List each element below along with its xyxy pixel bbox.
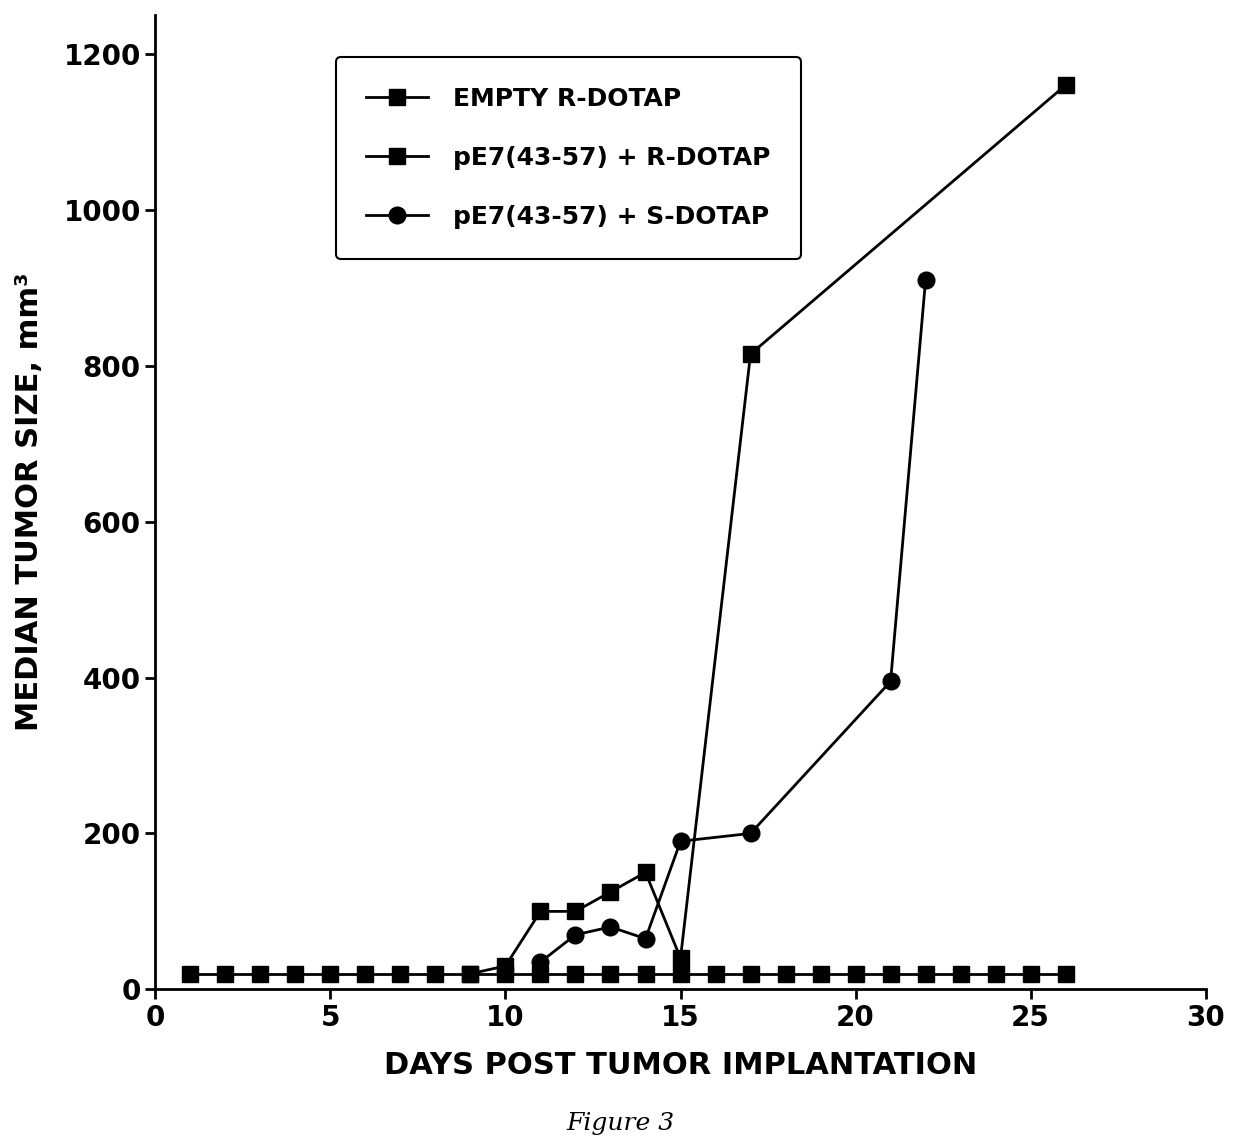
- EMPTY R-DOTAP: [988, 966, 1003, 980]
- EMPTY R-DOTAP: [253, 966, 268, 980]
- pE7(43-57) + R-DOTAP: [603, 885, 618, 899]
- EMPTY R-DOTAP: [954, 966, 968, 980]
- EMPTY R-DOTAP: [184, 966, 198, 980]
- EMPTY R-DOTAP: [393, 966, 408, 980]
- Y-axis label: MEDIAN TUMOR SIZE, mm³: MEDIAN TUMOR SIZE, mm³: [15, 273, 43, 731]
- pE7(43-57) + S-DOTAP: [639, 932, 653, 946]
- EMPTY R-DOTAP: [533, 966, 548, 980]
- EMPTY R-DOTAP: [288, 966, 303, 980]
- EMPTY R-DOTAP: [639, 966, 653, 980]
- pE7(43-57) + S-DOTAP: [673, 834, 688, 848]
- Line: pE7(43-57) + R-DOTAP: pE7(43-57) + R-DOTAP: [463, 76, 1074, 982]
- pE7(43-57) + R-DOTAP: [1058, 79, 1073, 92]
- pE7(43-57) + S-DOTAP: [603, 920, 618, 933]
- EMPTY R-DOTAP: [218, 966, 233, 980]
- EMPTY R-DOTAP: [603, 966, 618, 980]
- pE7(43-57) + R-DOTAP: [639, 866, 653, 880]
- EMPTY R-DOTAP: [1058, 966, 1073, 980]
- Line: pE7(43-57) + S-DOTAP: pE7(43-57) + S-DOTAP: [532, 272, 934, 970]
- pE7(43-57) + R-DOTAP: [568, 905, 583, 919]
- pE7(43-57) + S-DOTAP: [918, 273, 932, 286]
- EMPTY R-DOTAP: [463, 966, 477, 980]
- EMPTY R-DOTAP: [708, 966, 723, 980]
- EMPTY R-DOTAP: [813, 966, 828, 980]
- pE7(43-57) + R-DOTAP: [498, 960, 513, 973]
- pE7(43-57) + R-DOTAP: [463, 966, 477, 980]
- pE7(43-57) + S-DOTAP: [743, 826, 758, 840]
- Legend: EMPTY R-DOTAP, pE7(43-57) + R-DOTAP, pE7(43-57) + S-DOTAP: EMPTY R-DOTAP, pE7(43-57) + R-DOTAP, pE7…: [336, 57, 801, 259]
- pE7(43-57) + S-DOTAP: [883, 674, 898, 688]
- EMPTY R-DOTAP: [918, 966, 932, 980]
- EMPTY R-DOTAP: [428, 966, 443, 980]
- pE7(43-57) + R-DOTAP: [533, 905, 548, 919]
- pE7(43-57) + S-DOTAP: [568, 928, 583, 941]
- EMPTY R-DOTAP: [322, 966, 337, 980]
- Line: EMPTY R-DOTAP: EMPTY R-DOTAP: [182, 965, 1074, 982]
- pE7(43-57) + S-DOTAP: [533, 955, 548, 969]
- X-axis label: DAYS POST TUMOR IMPLANTATION: DAYS POST TUMOR IMPLANTATION: [384, 1051, 977, 1081]
- Text: Figure 3: Figure 3: [565, 1111, 675, 1134]
- pE7(43-57) + R-DOTAP: [743, 347, 758, 361]
- EMPTY R-DOTAP: [568, 966, 583, 980]
- pE7(43-57) + R-DOTAP: [673, 952, 688, 965]
- EMPTY R-DOTAP: [777, 966, 792, 980]
- EMPTY R-DOTAP: [673, 966, 688, 980]
- EMPTY R-DOTAP: [743, 966, 758, 980]
- EMPTY R-DOTAP: [498, 966, 513, 980]
- EMPTY R-DOTAP: [883, 966, 898, 980]
- EMPTY R-DOTAP: [1023, 966, 1038, 980]
- EMPTY R-DOTAP: [358, 966, 373, 980]
- EMPTY R-DOTAP: [848, 966, 863, 980]
